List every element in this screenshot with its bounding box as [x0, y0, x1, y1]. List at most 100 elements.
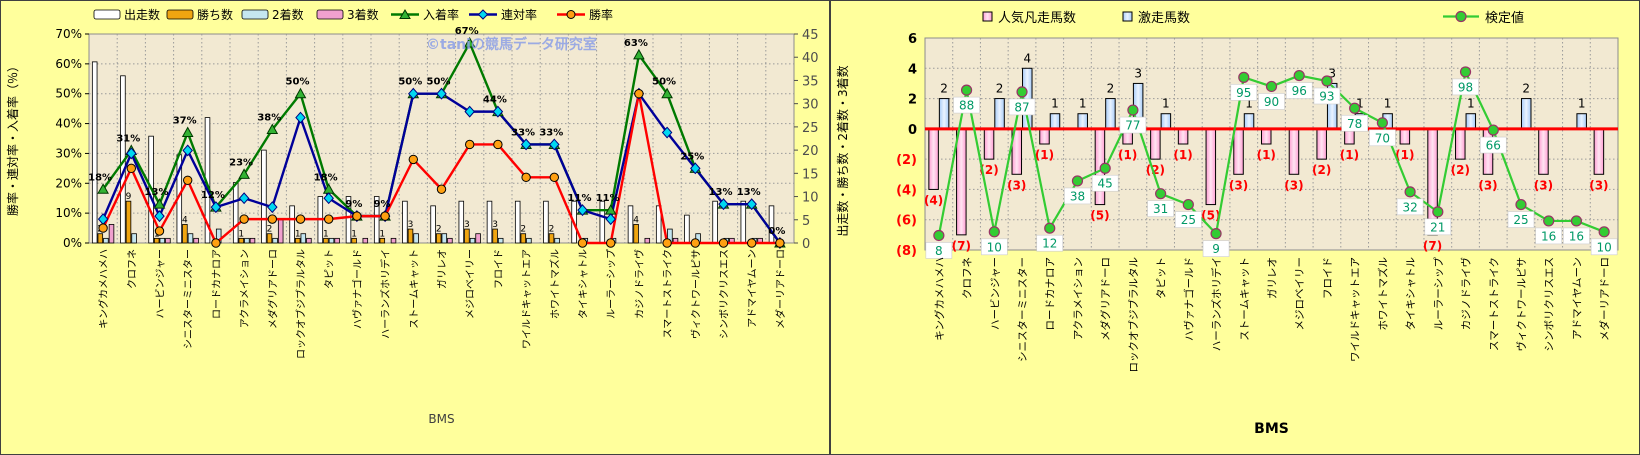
svg-text:31%: 31% — [116, 133, 140, 144]
svg-text:77: 77 — [1125, 119, 1140, 133]
svg-text:1: 1 — [1384, 97, 1392, 111]
svg-text:メジロベイリー: メジロベイリー — [465, 249, 477, 319]
svg-text:入着率: 入着率 — [423, 7, 459, 22]
svg-text:ハヴァナゴールド: ハヴァナゴールド — [351, 249, 364, 329]
svg-text:ルーラーシップ: ルーラーシップ — [1433, 257, 1445, 331]
svg-text:(1): (1) — [1173, 148, 1192, 162]
svg-text:50%: 50% — [427, 77, 451, 88]
svg-text:(8): (8) — [896, 244, 917, 259]
svg-text:63%: 63% — [624, 38, 648, 49]
watermark: ©taniの競馬データ研究室 — [426, 36, 597, 53]
svg-text:(2): (2) — [1451, 163, 1470, 177]
svg-text:ルーラーシップ: ルーラーシップ — [606, 249, 618, 319]
svg-text:ハヴァナゴールド: ハヴァナゴールド — [1182, 257, 1195, 341]
svg-text:2: 2 — [996, 82, 1004, 96]
svg-text:メダグリアドーロ: メダグリアドーロ — [266, 249, 279, 329]
svg-text:20: 20 — [802, 144, 819, 159]
svg-text:ホワイトマズル: ホワイトマズル — [1376, 257, 1389, 331]
svg-text:25: 25 — [1181, 213, 1196, 227]
svg-text:タピット: タピット — [324, 249, 336, 289]
svg-text:18%: 18% — [88, 172, 112, 183]
svg-text:メダグリアドーロ: メダグリアドーロ — [1099, 257, 1112, 341]
left-chart: 0%10%20%30%40%50%60%70%05101520253035404… — [5, 7, 819, 426]
svg-text:50%: 50% — [652, 77, 676, 88]
svg-text:(7): (7) — [952, 239, 971, 253]
bar-series-勝ち数: 29141211113233224 — [97, 192, 639, 244]
svg-text:メダーリアドーロ: メダーリアドーロ — [1598, 257, 1611, 341]
svg-text:3: 3 — [1328, 66, 1336, 80]
right-chart: 6 4 2 0 (2) (4) (6) (8) 出走数・勝ち数・2着数・3着数 (4) (7) (2)… — [835, 10, 1619, 437]
svg-text:1: 1 — [1467, 97, 1475, 111]
svg-text:連対率: 連対率 — [501, 7, 537, 22]
right-x-axis-title: BMS — [1254, 421, 1289, 437]
svg-text:(3): (3) — [1589, 178, 1608, 192]
svg-text:0: 0 — [802, 237, 810, 252]
svg-text:ヴィクトワールピサ: ヴィクトワールピサ — [689, 249, 702, 339]
svg-text:ハービンジャー: ハービンジャー — [989, 257, 1001, 330]
svg-text:(5): (5) — [1201, 209, 1220, 223]
svg-text:(1): (1) — [1035, 148, 1054, 162]
left-x-axis-title: BMS — [428, 412, 454, 426]
svg-text:45: 45 — [1098, 177, 1113, 191]
svg-text:1: 1 — [351, 229, 357, 239]
svg-text:メジロベイリー: メジロベイリー — [1294, 257, 1306, 331]
svg-text:78: 78 — [1347, 117, 1362, 131]
svg-text:(3): (3) — [1534, 178, 1553, 192]
svg-text:38%: 38% — [257, 113, 281, 124]
svg-text:1: 1 — [1079, 97, 1087, 111]
svg-text:13%: 13% — [709, 187, 733, 198]
svg-text:(1): (1) — [1257, 148, 1276, 162]
left-plot: 0%10%20%30%40%50%60%70%05101520253035404… — [5, 7, 819, 426]
svg-text:タイキシャトル: タイキシャトル — [1405, 257, 1417, 331]
svg-text:31: 31 — [1153, 202, 1168, 216]
svg-text:キングカメハメハ: キングカメハメハ — [97, 249, 110, 329]
svg-text:12%: 12% — [201, 190, 225, 201]
svg-text:50%: 50% — [55, 87, 82, 101]
svg-text:シニスターミニスター: シニスターミニスター — [1017, 257, 1029, 362]
svg-text:スマートストライク: スマートストライク — [662, 249, 674, 339]
right-y-axis-title: 出走数・勝ち数・2着数・3着数 — [835, 65, 850, 236]
svg-text:(1): (1) — [1340, 148, 1359, 162]
svg-text:1: 1 — [295, 229, 301, 239]
svg-text:70: 70 — [1375, 131, 1390, 145]
svg-text:87: 87 — [1014, 100, 1029, 114]
svg-text:25: 25 — [1513, 213, 1528, 227]
svg-text:10: 10 — [1596, 240, 1611, 254]
svg-text:37%: 37% — [173, 116, 197, 127]
svg-text:フロイド: フロイド — [1322, 257, 1334, 299]
svg-text:8: 8 — [935, 244, 943, 258]
svg-text:シニスターミニスター: シニスターミニスター — [183, 249, 195, 349]
svg-text:アクラメイション: アクラメイション — [239, 249, 251, 328]
svg-text:25: 25 — [802, 121, 819, 136]
svg-text:95: 95 — [1236, 86, 1251, 100]
svg-text:出走数: 出走数 — [124, 7, 160, 22]
svg-text:(3): (3) — [1229, 178, 1248, 192]
svg-text:シンボリクリスエス: シンボリクリスエス — [719, 249, 731, 339]
svg-text:クロフネ: クロフネ — [126, 249, 138, 289]
svg-text:60%: 60% — [55, 57, 82, 71]
svg-text:ホワイトマズル: ホワイトマズル — [548, 249, 561, 319]
svg-text:ロードカナロア: ロードカナロア — [1045, 257, 1057, 331]
svg-text:40%: 40% — [55, 117, 82, 131]
svg-text:21: 21 — [1430, 220, 1445, 234]
svg-text:ワイルドキャットエア: ワイルドキャットエア — [1350, 257, 1362, 362]
svg-text:15: 15 — [802, 167, 819, 182]
svg-text:25%: 25% — [680, 151, 704, 162]
svg-text:ヴィクトワールピサ: ヴィクトワールピサ — [1515, 257, 1528, 352]
svg-text:(2): (2) — [896, 153, 917, 168]
svg-text:ストームキャット: ストームキャット — [1239, 257, 1251, 341]
svg-text:(1): (1) — [1118, 148, 1137, 162]
svg-text:12: 12 — [1042, 237, 1057, 251]
svg-text:シンボリクリスエス: シンボリクリスエス — [1544, 257, 1556, 352]
svg-text:(4): (4) — [924, 193, 943, 207]
svg-text:33%: 33% — [539, 127, 563, 138]
svg-text:2: 2 — [520, 225, 526, 235]
svg-text:88: 88 — [959, 99, 974, 113]
svg-text:90: 90 — [1264, 95, 1279, 109]
svg-text:2: 2 — [908, 93, 917, 108]
svg-text:1: 1 — [323, 229, 329, 239]
svg-text:4: 4 — [182, 215, 188, 225]
svg-text:70%: 70% — [55, 27, 82, 41]
svg-text:2: 2 — [436, 225, 442, 235]
